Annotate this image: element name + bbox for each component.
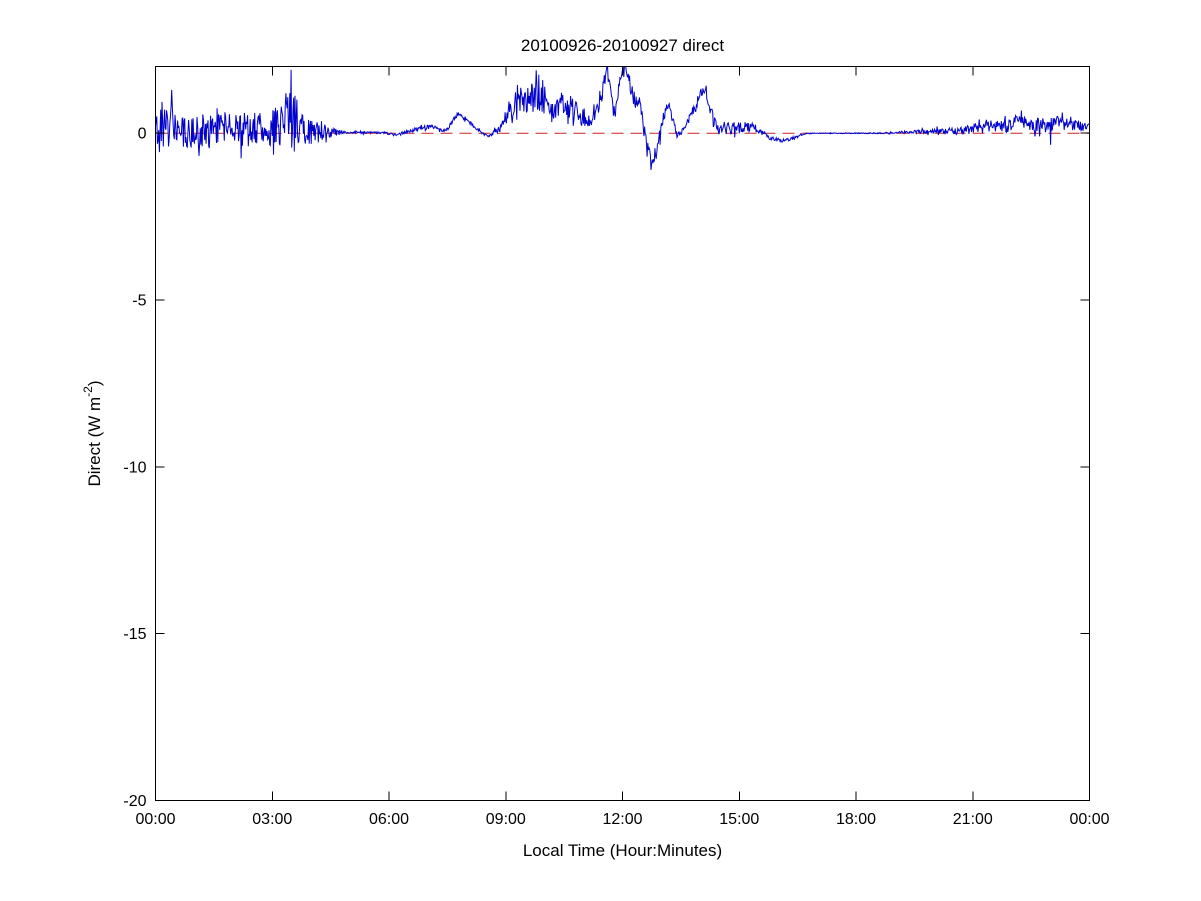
- y-axis-label-superscript: -2: [81, 386, 95, 397]
- x-tick-label: 00:00: [1069, 811, 1109, 828]
- y-tick-label: -10: [123, 459, 146, 476]
- x-tick-label: 03:00: [252, 811, 292, 828]
- y-axis-label-close: ): [85, 380, 104, 386]
- x-axis-label: Local Time (Hour:Minutes): [523, 841, 722, 860]
- x-tick-label: 18:00: [836, 811, 876, 828]
- y-axis-label-main: Direct (W m: [85, 397, 104, 487]
- y-tick-label: -5: [132, 293, 146, 310]
- y-axis-label: Direct (W m-2): [81, 380, 104, 486]
- y-tick-label: -15: [123, 626, 146, 643]
- x-tick-label: 15:00: [719, 811, 759, 828]
- x-tick-label: 06:00: [369, 811, 409, 828]
- x-tick-label: 09:00: [486, 811, 526, 828]
- plot-area: 00:00 03:00 06:00 09:00 12:00 15:00 18:00 21:00…: [123, 66, 1110, 828]
- y-tick-label: 0: [138, 126, 147, 143]
- chart-title: 20100926-20100927 direct: [521, 36, 725, 55]
- y-tick-label: -20: [123, 793, 146, 810]
- x-tick-label: 00:00: [135, 811, 175, 828]
- x-tick-label: 21:00: [953, 811, 993, 828]
- x-tick-label: 12:00: [602, 811, 642, 828]
